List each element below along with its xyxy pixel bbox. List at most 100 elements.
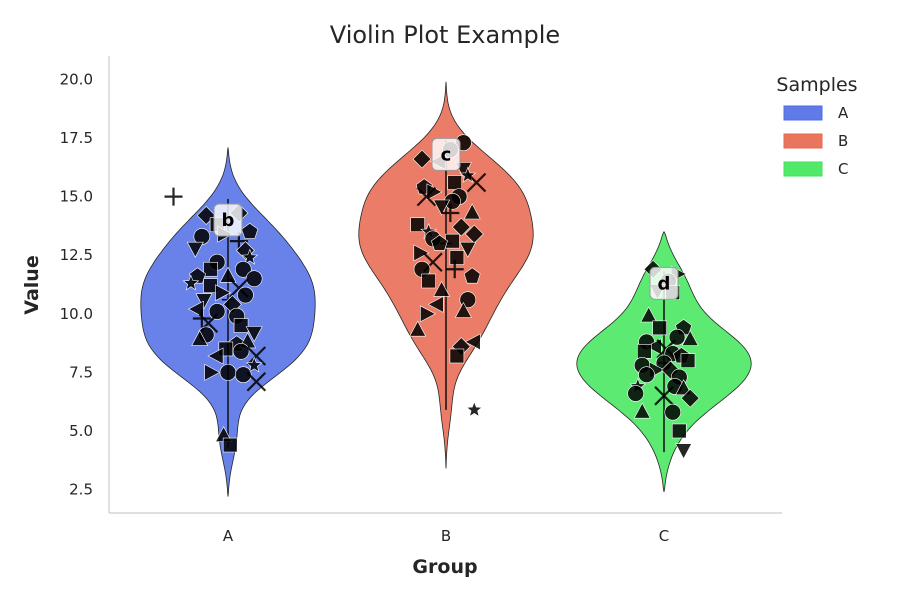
data-point — [421, 273, 436, 289]
data-point — [222, 437, 238, 453]
legend-swatch — [783, 161, 823, 177]
data-point — [427, 295, 444, 313]
y-tick-label: 5.0 — [69, 422, 93, 440]
y-tick-label: 15.0 — [60, 188, 93, 206]
data-point — [638, 366, 655, 384]
data-point — [234, 366, 252, 384]
y-tick-label: 7.5 — [69, 363, 93, 381]
data-point — [675, 443, 693, 460]
y-axis-title: Value — [21, 255, 43, 314]
data-point — [466, 172, 487, 193]
data-point — [654, 386, 674, 406]
data-point — [410, 217, 425, 233]
data-point — [413, 244, 430, 262]
data-point — [464, 333, 481, 351]
data-point — [680, 353, 696, 368]
y-tick-labels: 2.5 5.0 7.5 10.0 12.5 15.0 17.5 20.0 — [60, 70, 93, 498]
data-point — [182, 274, 200, 291]
data-point — [449, 250, 465, 265]
y-tick-label: 2.5 — [69, 481, 93, 499]
legend-label: A — [838, 104, 849, 122]
data-point — [416, 186, 437, 207]
data-point — [246, 371, 267, 392]
annotation-box — [213, 203, 243, 237]
data-point — [640, 306, 658, 323]
data-point — [449, 348, 465, 364]
data-point — [234, 260, 252, 278]
x-tick-label: C — [659, 527, 669, 545]
data-point — [433, 199, 451, 216]
data-point — [215, 284, 232, 302]
data-point — [441, 204, 460, 223]
y-tick-label: 12.5 — [60, 246, 93, 264]
annotation-label: b — [222, 210, 235, 231]
x-tick-label: A — [223, 527, 234, 545]
data-point — [237, 286, 254, 304]
x-tick-label: B — [441, 527, 451, 545]
data-point — [241, 222, 259, 239]
data-point — [627, 385, 644, 402]
legend: Samples ABC — [776, 74, 857, 178]
legend-title: Samples — [776, 74, 857, 96]
data-point — [680, 388, 700, 408]
data-point — [232, 342, 250, 360]
data-point — [420, 305, 437, 323]
data-point — [451, 217, 471, 237]
data-point — [186, 241, 204, 258]
data-point — [192, 309, 211, 328]
data-point — [233, 318, 249, 333]
legend-swatch — [783, 105, 823, 121]
data-point — [219, 266, 237, 283]
data-point — [445, 260, 464, 279]
data-point — [431, 234, 448, 251]
data-point — [203, 261, 218, 277]
data-point — [191, 329, 209, 346]
chart-title: Violin Plot Example — [330, 21, 560, 49]
data-point — [633, 402, 651, 419]
data-point — [208, 303, 226, 320]
data-point — [454, 301, 472, 318]
data-point — [219, 364, 237, 381]
data-point — [409, 320, 427, 337]
annotation-label: c — [441, 144, 452, 165]
annotations-layer: b c d — [213, 137, 679, 300]
legend-label: B — [838, 132, 848, 150]
data-point — [645, 338, 662, 356]
data-point — [245, 270, 263, 287]
legend-swatch — [783, 133, 823, 149]
data-point — [664, 403, 682, 421]
data-point — [164, 187, 183, 206]
data-point — [681, 329, 699, 346]
data-point — [671, 423, 687, 439]
data-point — [241, 248, 259, 265]
data-point — [245, 356, 263, 373]
data-point — [207, 347, 224, 365]
legend-label: C — [838, 160, 848, 178]
data-point — [189, 267, 206, 284]
data-point — [463, 203, 481, 220]
x-tick-labels: A B C — [223, 527, 669, 545]
points-layer — [164, 134, 700, 460]
data-point — [459, 241, 477, 258]
data-point — [447, 175, 463, 190]
annotation-label: d — [658, 273, 671, 294]
annotation-box — [649, 266, 679, 300]
data-point — [245, 326, 263, 343]
data-point — [195, 293, 213, 310]
data-point — [204, 363, 221, 381]
data-point — [187, 300, 204, 318]
data-point — [652, 320, 667, 336]
y-tick-label: 20.0 — [60, 70, 93, 88]
x-axis-title: Group — [412, 556, 477, 578]
data-point — [465, 401, 483, 418]
data-point — [412, 149, 432, 169]
y-tick-label: 10.0 — [60, 305, 93, 323]
data-point — [433, 280, 451, 297]
data-point — [246, 346, 267, 366]
annotation-box — [431, 137, 461, 171]
y-tick-label: 17.5 — [60, 129, 93, 147]
data-point — [675, 379, 693, 396]
data-point — [637, 343, 652, 359]
data-point — [463, 267, 481, 284]
